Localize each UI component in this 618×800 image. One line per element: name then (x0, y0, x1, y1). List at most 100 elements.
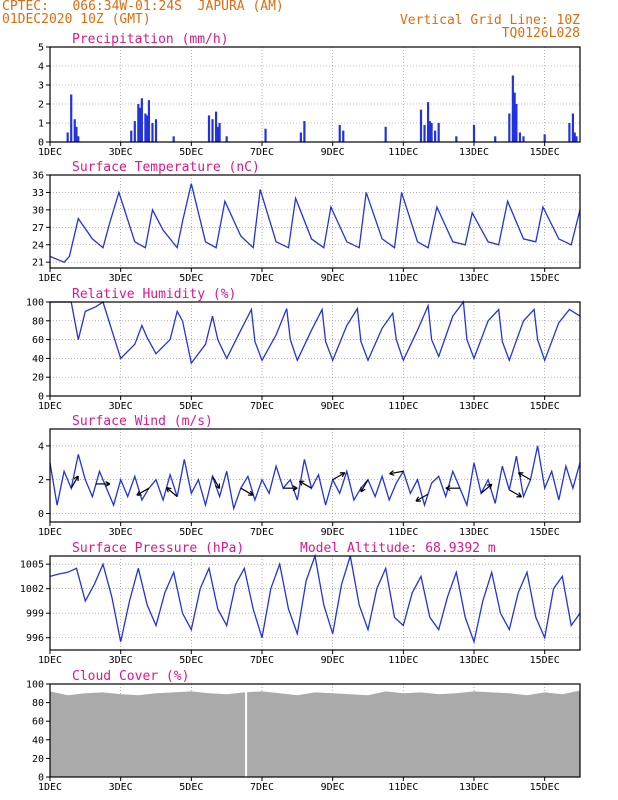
x-tick-label: 7DEC (250, 401, 274, 412)
y-tick-label: 996 (26, 633, 44, 644)
x-tick-label: 9DEC (321, 527, 345, 538)
precip-bar (419, 109, 423, 142)
y-tick-label: 3 (38, 81, 44, 92)
wind-arrow-head (339, 472, 346, 478)
x-tick-label: 1DEC (38, 655, 62, 666)
x-tick-label: 13DEC (459, 147, 489, 158)
precip-bar (140, 98, 143, 142)
precip-bar (172, 136, 175, 142)
series-line (49, 445, 581, 512)
series-line (50, 300, 581, 365)
wind-arrow (480, 483, 493, 494)
wind-arrow (389, 470, 404, 475)
wind-arrow (299, 480, 312, 489)
y-tick-label: 36 (32, 171, 44, 182)
y-tick-label: 21 (32, 258, 44, 269)
wind-arrow-head (214, 483, 221, 489)
precip-bar (146, 115, 149, 142)
header-model-code: TQ0126L028 (501, 26, 580, 41)
precip-bar (130, 130, 133, 142)
precip-bar (207, 115, 211, 142)
wind-arrow (136, 487, 150, 496)
y-tick-label: 4 (38, 441, 44, 452)
precip-bar (508, 113, 511, 142)
precip-bar (437, 123, 440, 142)
x-tick-label: 5DEC (179, 782, 203, 793)
x-tick-label: 15DEC (530, 782, 560, 793)
x-tick-label: 1DEC (38, 147, 62, 158)
y-tick-label: 4 (38, 62, 44, 73)
precip-bar (299, 132, 302, 142)
precip-bar (455, 136, 458, 142)
x-tick-label: 11DEC (388, 527, 418, 538)
panel-frame (49, 428, 581, 523)
wind-arrow (518, 472, 531, 481)
x-tick-label: 5DEC (179, 655, 203, 666)
precip-bar (342, 130, 345, 142)
x-tick-label: 3DEC (109, 147, 133, 158)
wind-arrow (240, 487, 254, 496)
x-tick-label: 11DEC (388, 655, 418, 666)
panel-title: Cloud Cover (%) (72, 669, 189, 684)
y-tick-label: 0 (38, 138, 44, 149)
precip-bar (513, 92, 516, 142)
wind-arrow-head (73, 475, 79, 482)
x-tick-label: 3DEC (109, 782, 133, 793)
wind-arrow-head (389, 470, 395, 476)
series-line (49, 553, 581, 645)
panel-title: Surface Temperature (nC) (72, 160, 260, 175)
x-tick-label: 15DEC (530, 527, 560, 538)
precip-bar (571, 113, 575, 142)
wind-arrow-head (486, 483, 493, 490)
precip-bar (139, 107, 142, 142)
x-tick-label: 9DEC (321, 782, 345, 793)
precip-bar (430, 123, 433, 142)
x-tick-label: 3DEC (109, 527, 133, 538)
y-tick-label: 0 (38, 392, 44, 403)
y-tick-label: 1 (38, 119, 44, 130)
wind-arrow (332, 472, 346, 481)
wind-arrow (415, 493, 429, 502)
panel-annotation: Model Altitude: 68.9392 m (300, 541, 496, 556)
precip-bar (573, 132, 576, 142)
x-tick-label: 11DEC (388, 147, 418, 158)
x-tick-label: 9DEC (321, 401, 345, 412)
y-tick-label: 0 (38, 509, 44, 520)
y-tick-label: 60 (32, 335, 44, 346)
precip-bar (216, 126, 219, 142)
y-tick-label: 40 (32, 735, 44, 746)
x-tick-label: 11DEC (388, 401, 418, 412)
y-tick-label: 999 (26, 609, 44, 620)
x-tick-label: 13DEC (459, 782, 489, 793)
precip-bar (575, 136, 578, 142)
panel-title: Relative Humidity (%) (72, 287, 236, 302)
wind-arrow (360, 479, 369, 493)
x-tick-label: 7DEC (250, 782, 274, 793)
wind-arrow-head (516, 492, 522, 498)
y-tick-label: 80 (32, 316, 44, 327)
y-tick-label: 0 (38, 773, 44, 784)
precip-bar (428, 121, 431, 142)
wind-arrow (509, 489, 522, 498)
y-tick-label: 2 (38, 475, 44, 486)
y-tick-label: 20 (32, 373, 44, 384)
y-tick-label: 80 (32, 698, 44, 709)
precip-bar (568, 123, 571, 142)
x-tick-label: 3DEC (109, 655, 133, 666)
x-tick-label: 7DEC (250, 147, 274, 158)
precip-bar (384, 126, 387, 142)
wind-arrow-head (247, 490, 254, 496)
panel-title: Surface Wind (m/s) (72, 414, 213, 429)
precip-bar (154, 119, 158, 142)
x-tick-label: 5DEC (179, 147, 203, 158)
precip-bar (303, 121, 306, 142)
y-tick-label: 60 (32, 717, 44, 728)
precip-bar (75, 126, 78, 142)
y-tick-label: 1005 (20, 560, 44, 571)
x-tick-label: 15DEC (530, 273, 560, 284)
wind-arrow-head (415, 496, 421, 502)
precip-bar (511, 75, 514, 142)
y-tick-label: 30 (32, 205, 44, 216)
precip-bar (214, 111, 218, 142)
